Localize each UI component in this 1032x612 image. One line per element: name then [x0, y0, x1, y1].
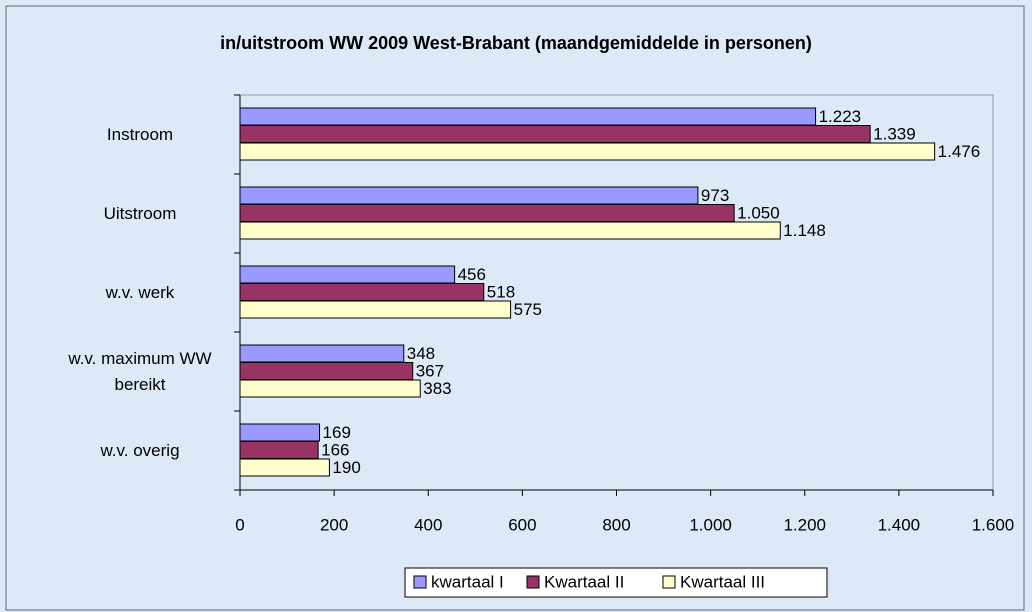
chart-title: in/uitstroom WW 2009 West-Brabant (maand… [220, 33, 812, 53]
bar [239, 142, 936, 161]
bar [239, 204, 735, 222]
value-label: 1.476 [938, 142, 981, 161]
x-tick-label: 1.400 [878, 515, 921, 534]
value-label: 367 [416, 361, 444, 380]
category-label: w.v. maximum WW bereikt [68, 348, 212, 394]
category-label: w.v. overig [100, 440, 180, 460]
value-label: 383 [423, 379, 451, 398]
x-tick-label: 1.600 [972, 515, 1015, 534]
category-label: Instroom [106, 124, 174, 144]
value-label: 1.050 [737, 203, 780, 222]
value-label: 190 [332, 458, 360, 477]
bar [239, 186, 699, 205]
bar [239, 221, 781, 240]
chart-border [5, 5, 1025, 611]
legend-swatch [526, 575, 540, 589]
x-tick-label: 400 [414, 515, 442, 534]
legend-label: Kwartaal III [680, 572, 765, 591]
value-label: 1.148 [783, 221, 826, 240]
bar [239, 344, 405, 363]
x-tick-label: 1.000 [689, 515, 732, 534]
bar [239, 265, 456, 284]
x-tick-label: 0 [235, 515, 244, 534]
bar [239, 458, 330, 477]
x-tick-label: 600 [508, 515, 536, 534]
value-label: 1.339 [873, 124, 916, 143]
bar [239, 441, 319, 459]
bar [239, 125, 871, 143]
value-label: 1.223 [819, 107, 862, 126]
x-tick-label: 200 [320, 515, 348, 534]
legend-label: kwartaal I [431, 572, 504, 591]
x-tick-label: 800 [602, 515, 630, 534]
category-label: w.v. werk [105, 282, 175, 302]
value-label: 166 [321, 440, 349, 459]
bar [239, 423, 321, 442]
value-label: 973 [701, 186, 729, 205]
value-label: 456 [458, 265, 486, 284]
bar [239, 362, 414, 380]
bar [239, 379, 421, 398]
category-label: Uitstroom [103, 203, 177, 223]
bar [239, 283, 485, 301]
bar [239, 107, 817, 126]
legend-swatch [413, 575, 427, 589]
value-label: 169 [323, 423, 351, 442]
value-label: 518 [487, 282, 515, 301]
legend-label: Kwartaal II [544, 572, 624, 591]
x-tick-label: 1.200 [783, 515, 826, 534]
legend-box [404, 567, 828, 598]
bar [239, 300, 512, 319]
value-label: 348 [407, 344, 435, 363]
value-label: 575 [514, 300, 542, 319]
legend-swatch [662, 575, 676, 589]
